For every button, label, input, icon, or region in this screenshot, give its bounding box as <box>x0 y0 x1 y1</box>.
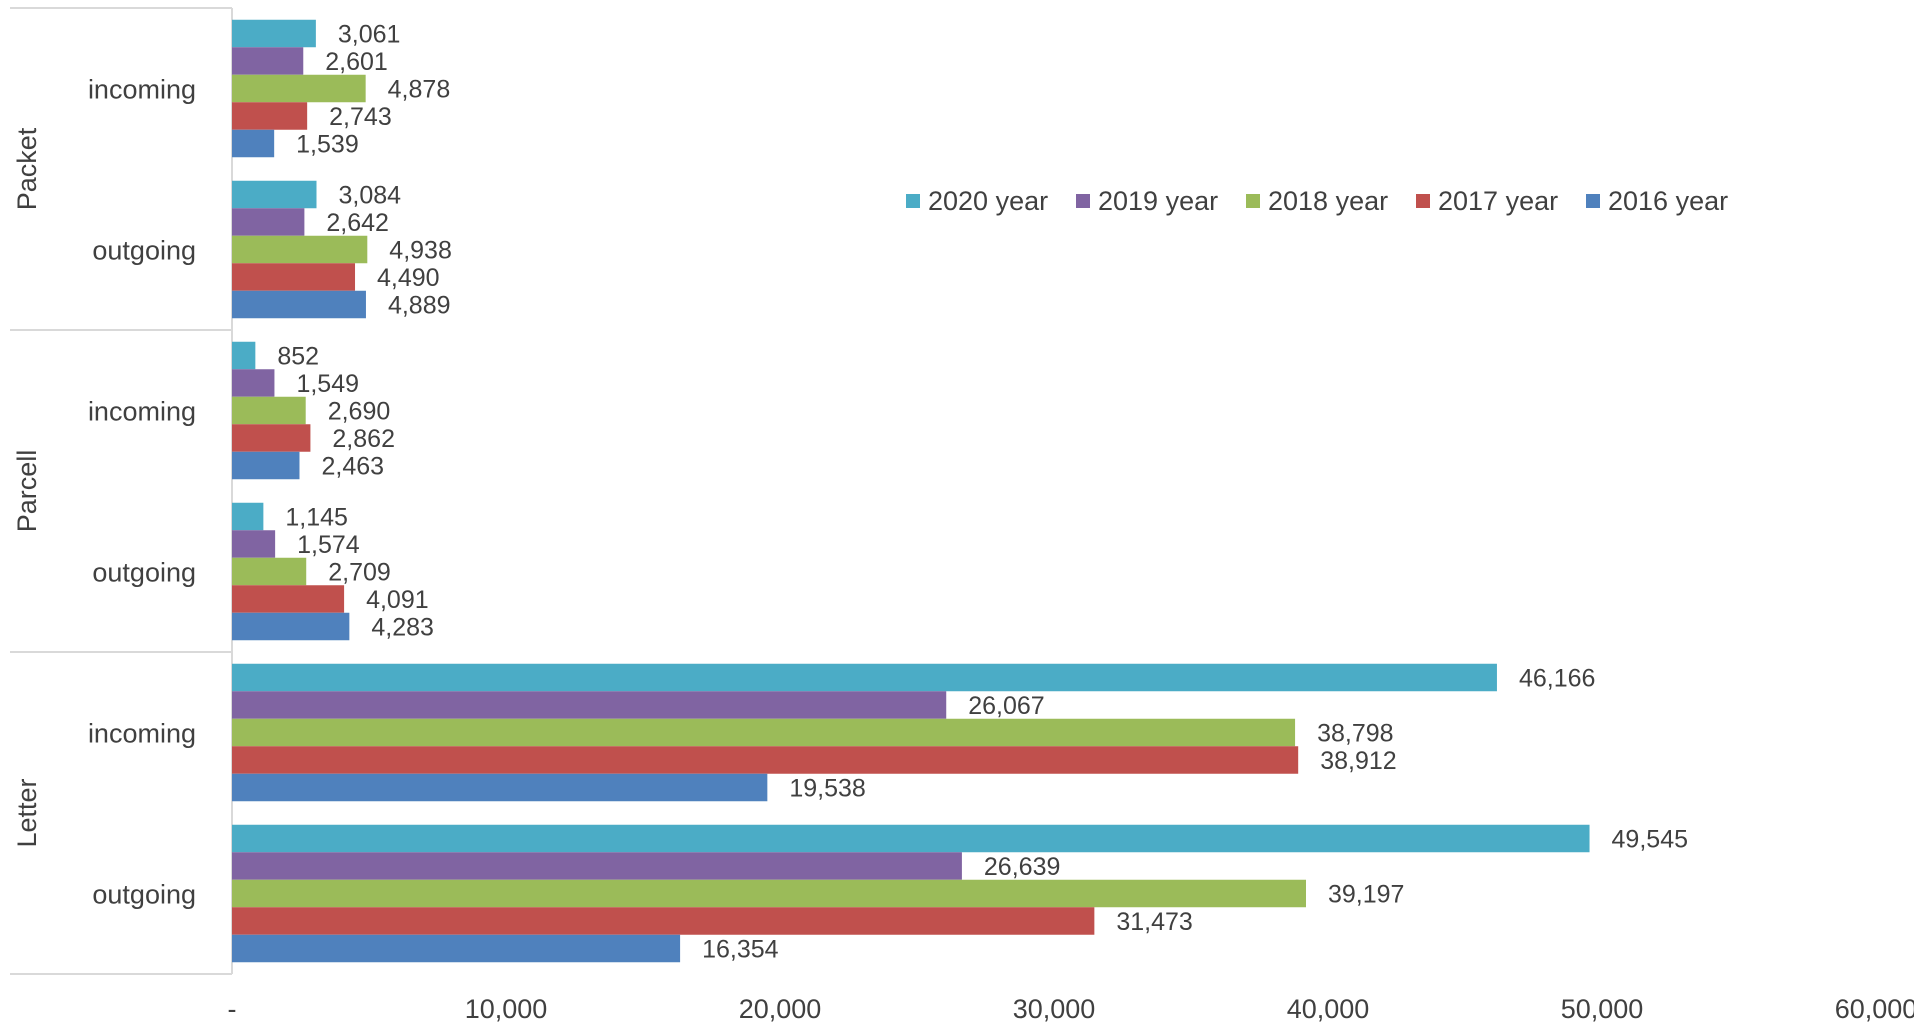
category-label: incoming <box>88 397 196 427</box>
legend-label: 2020 year <box>928 186 1048 216</box>
data-label: 2,463 <box>321 453 384 481</box>
data-label: 4,283 <box>371 614 434 642</box>
bar-2016-year <box>232 773 768 802</box>
legend-swatch-2019-year <box>1076 194 1090 208</box>
x-tick-label: 50,000 <box>1561 994 1644 1023</box>
legend-label: 2016 year <box>1608 186 1728 216</box>
bar-2017-year <box>232 424 311 452</box>
bar-2017-year <box>232 263 356 291</box>
data-label: 46,166 <box>1519 665 1595 693</box>
bar-2017-year <box>232 746 1299 774</box>
data-label: 26,067 <box>968 692 1044 720</box>
category-label: outgoing <box>92 880 196 910</box>
data-label: 4,490 <box>377 264 440 292</box>
bar-2020-year <box>232 341 256 370</box>
bar-2017-year <box>232 102 308 130</box>
bar-2018-year <box>232 879 1306 908</box>
data-label: 4,091 <box>366 586 429 614</box>
legend-swatch-2017-year <box>1416 194 1430 208</box>
data-label: 38,798 <box>1317 720 1393 748</box>
bar-2019-year <box>232 369 275 397</box>
category-label: incoming <box>88 719 196 749</box>
bar-2018-year <box>232 557 307 586</box>
bar-2019-year <box>232 208 305 236</box>
bar-2019-year <box>232 691 947 719</box>
data-label: 4,889 <box>388 292 451 320</box>
data-label: 2,709 <box>328 559 391 587</box>
x-tick-label: 40,000 <box>1287 994 1370 1023</box>
bar-2018-year <box>232 235 368 264</box>
data-label: 39,197 <box>1328 881 1404 909</box>
data-label: 1,549 <box>296 370 359 398</box>
group-label-parcell: Parcell <box>12 450 42 533</box>
bar-2020-year <box>232 824 1590 853</box>
legend-label: 2018 year <box>1268 186 1388 216</box>
bar-2017-year <box>232 585 345 613</box>
bar-2016-year <box>232 934 681 963</box>
group-label-packet: Packet <box>12 127 42 210</box>
legend-label: 2017 year <box>1438 186 1558 216</box>
bar-2020-year <box>232 19 316 48</box>
data-label: 16,354 <box>702 936 779 964</box>
data-label: 2,743 <box>329 103 392 131</box>
data-label: 2,642 <box>326 209 389 237</box>
legend-label: 2019 year <box>1098 186 1218 216</box>
data-label: 1,539 <box>296 131 359 159</box>
bar-2019-year <box>232 852 962 880</box>
category-label: outgoing <box>92 236 196 266</box>
bar-2019-year <box>232 47 304 75</box>
bar-2018-year <box>232 718 1296 747</box>
data-label: 1,145 <box>285 504 348 532</box>
legend-swatch-2016-year <box>1586 194 1600 208</box>
data-label: 3,061 <box>338 21 401 49</box>
data-label: 2,862 <box>332 425 395 453</box>
data-label: 4,938 <box>389 237 452 265</box>
x-tick-label: - <box>228 994 237 1023</box>
x-tick-label: 60,000 <box>1835 994 1914 1023</box>
x-tick-label: 30,000 <box>1013 994 1096 1023</box>
data-label: 4,878 <box>388 76 451 104</box>
data-label: 49,545 <box>1612 826 1688 854</box>
category-label: incoming <box>88 75 196 105</box>
bar-2020-year <box>232 502 264 531</box>
data-label: 19,538 <box>789 775 865 803</box>
bar-2018-year <box>232 396 306 425</box>
x-tick-label: 10,000 <box>465 994 548 1023</box>
bar-2017-year <box>232 907 1095 935</box>
data-label: 852 <box>277 343 319 371</box>
data-label: 31,473 <box>1116 908 1192 936</box>
bar-2016-year <box>232 290 366 319</box>
data-label: 2,690 <box>328 398 391 426</box>
bar-2016-year <box>232 612 350 641</box>
data-label: 38,912 <box>1320 747 1396 775</box>
group-label-letter: Letter <box>12 778 42 847</box>
bar-2020-year <box>232 663 1497 692</box>
data-label: 2,601 <box>325 48 388 76</box>
data-label: 3,084 <box>339 182 402 210</box>
bar-2018-year <box>232 74 366 103</box>
x-tick-label: 20,000 <box>739 994 822 1023</box>
bar-2016-year <box>232 129 275 158</box>
bar-2019-year <box>232 530 276 558</box>
legend-swatch-2020-year <box>906 194 920 208</box>
data-label: 1,574 <box>297 531 360 559</box>
legend-swatch-2018-year <box>1246 194 1260 208</box>
category-label: outgoing <box>92 558 196 588</box>
data-label: 26,639 <box>984 853 1060 881</box>
bar-2016-year <box>232 451 300 480</box>
bar-2020-year <box>232 180 317 209</box>
